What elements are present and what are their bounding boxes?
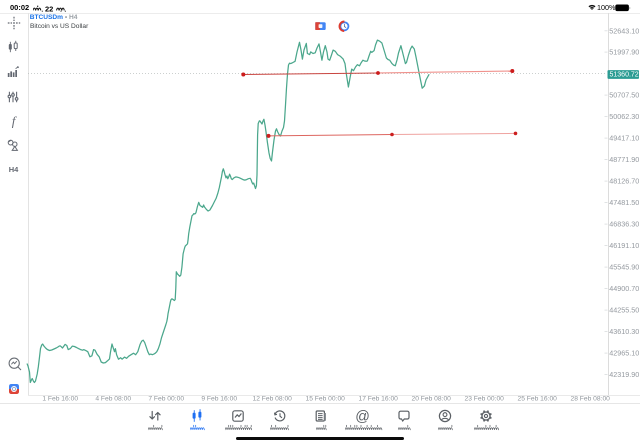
- svg-text:47481.50: 47481.50: [609, 198, 639, 207]
- svg-text:43610.30: 43610.30: [609, 327, 639, 336]
- svg-text:25 Feb 16:00: 25 Feb 16:00: [517, 395, 557, 402]
- svg-text:f: f: [11, 114, 17, 129]
- svg-text:49417.10: 49417.10: [609, 134, 639, 143]
- svg-text:7 Feb 00:00: 7 Feb 00:00: [148, 395, 184, 402]
- svg-text:15 Feb 00:00: 15 Feb 00:00: [305, 395, 345, 402]
- svg-text:50707.50: 50707.50: [609, 91, 639, 100]
- svg-text:44900.70: 44900.70: [609, 284, 639, 293]
- svg-text:12 Feb 08:00: 12 Feb 08:00: [252, 395, 292, 402]
- svg-text:20 Feb 08:00: 20 Feb 08:00: [411, 395, 451, 402]
- svg-text:51997.90: 51997.90: [609, 48, 639, 57]
- svg-text:48771.90: 48771.90: [609, 155, 639, 164]
- svg-text:28 Feb 08:00: 28 Feb 08:00: [570, 395, 610, 402]
- svg-text:51360.72: 51360.72: [610, 72, 639, 79]
- svg-text:@: @: [355, 409, 370, 424]
- svg-text:46191.10: 46191.10: [609, 241, 639, 250]
- svg-text:52643.10: 52643.10: [609, 26, 639, 35]
- svg-text:42319.90: 42319.90: [609, 370, 639, 379]
- svg-text:44255.50: 44255.50: [609, 306, 639, 315]
- svg-text:46836.30: 46836.30: [609, 220, 639, 229]
- svg-text:48126.70: 48126.70: [609, 177, 639, 186]
- svg-text:17 Feb 16:00: 17 Feb 16:00: [358, 395, 398, 402]
- svg-text:22: 22: [45, 4, 53, 13]
- svg-text:1 Feb 16:00: 1 Feb 16:00: [42, 395, 78, 402]
- svg-text:45545.90: 45545.90: [609, 263, 639, 272]
- svg-text:23 Feb 00:00: 23 Feb 00:00: [464, 395, 504, 402]
- svg-text:50062.30: 50062.30: [609, 112, 639, 121]
- svg-text:4 Feb 08:00: 4 Feb 08:00: [95, 395, 131, 402]
- svg-text:9 Feb 16:00: 9 Feb 16:00: [201, 395, 237, 402]
- svg-text:42965.10: 42965.10: [609, 349, 639, 358]
